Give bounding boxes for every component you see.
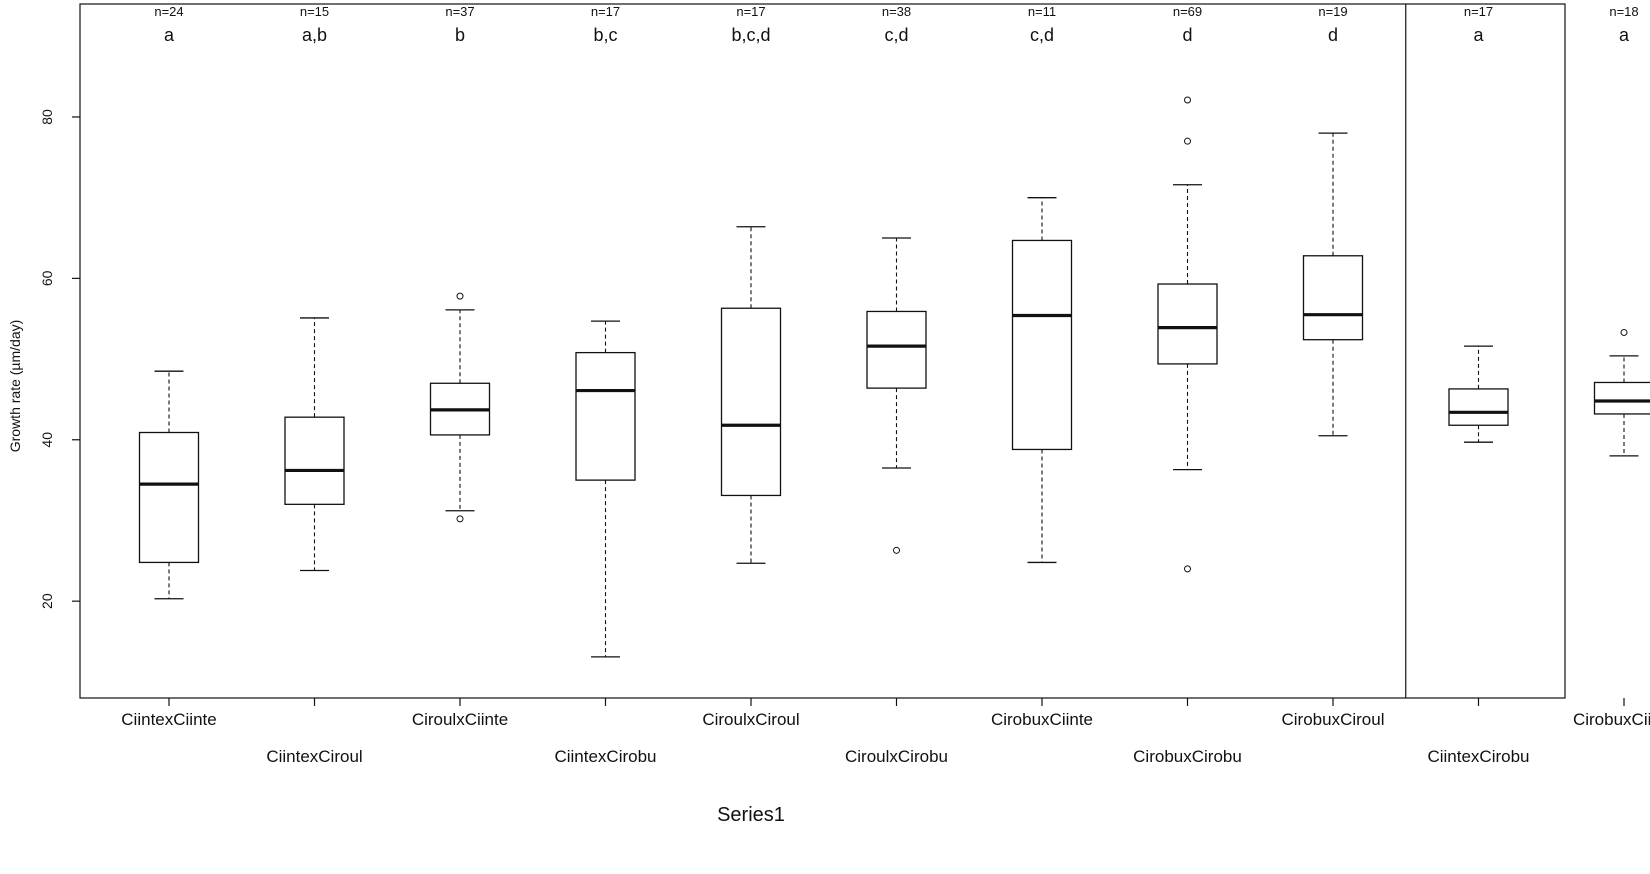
category-label: CiroulxCiroul [702,710,799,729]
category-label: CirobuxCiinte [991,710,1093,729]
series-label: Series1 [717,804,785,826]
y-tick-label: 20 [39,593,55,609]
box [138,431,200,564]
box [866,310,927,389]
box [575,351,636,481]
category-label: CiintexCiroul [266,747,362,766]
box [1593,381,1650,415]
category-label: CirobuxCirobu [1133,747,1242,766]
significance-letters: a [1619,25,1630,45]
box [1448,388,1509,426]
significance-letters: b,c,d [731,25,770,45]
outlier-point [456,292,464,300]
y-tick-label: 60 [39,270,55,286]
plot-area: 20406080Series1Series2Series3n=24aCiinte… [39,3,1650,826]
sample-size-label: n=24 [154,4,183,19]
outlier-point [1184,96,1191,104]
y-tick-label: 80 [39,109,55,125]
significance-letters: c,d [1030,25,1054,45]
box [1302,255,1364,341]
sample-size-label: n=17 [591,4,620,19]
box [1011,239,1073,451]
sample-size-label: n=15 [300,4,329,19]
plot-frame [79,3,1566,699]
category-label: CiroulxCirobu [845,747,948,766]
box [720,307,782,497]
significance-letters: d [1182,25,1192,45]
significance-letters: b [455,25,465,45]
sample-size-label: n=11 [1028,4,1056,19]
sample-size-label: n=37 [445,4,474,19]
outlier-point [1184,565,1191,573]
box [1157,283,1218,365]
significance-letters: a,b [302,25,327,45]
sample-size-label: n=69 [1173,4,1202,19]
significance-letters: a [164,25,175,45]
outlier-point [456,515,464,523]
category-label: CirobuxCiinte [1573,710,1650,729]
y-tick-label: 40 [39,432,55,448]
significance-letters: d [1328,25,1338,45]
category-label: CiintexCirobu [554,747,656,766]
significance-letters: b,c [593,25,617,45]
category-label: CiintexCirobu [1427,747,1529,766]
category-label: CiintexCiinte [121,710,216,729]
category-label: CiroulxCiinte [412,710,508,729]
sample-size-label: n=17 [736,4,765,19]
significance-letters: a [1473,25,1484,45]
outlier-point [1620,328,1628,336]
box [284,416,345,505]
y-axis-label: Growth rate (µm/day) [7,320,23,453]
outlier-point [893,546,900,554]
sample-size-label: n=38 [882,4,911,19]
sample-size-label: n=19 [1318,4,1347,19]
outlier-point [1184,137,1191,145]
category-label: CirobuxCiroul [1282,710,1385,729]
sample-size-label: n=18 [1609,4,1638,19]
significance-letters: c,d [884,25,908,45]
sample-size-label: n=17 [1464,4,1493,19]
